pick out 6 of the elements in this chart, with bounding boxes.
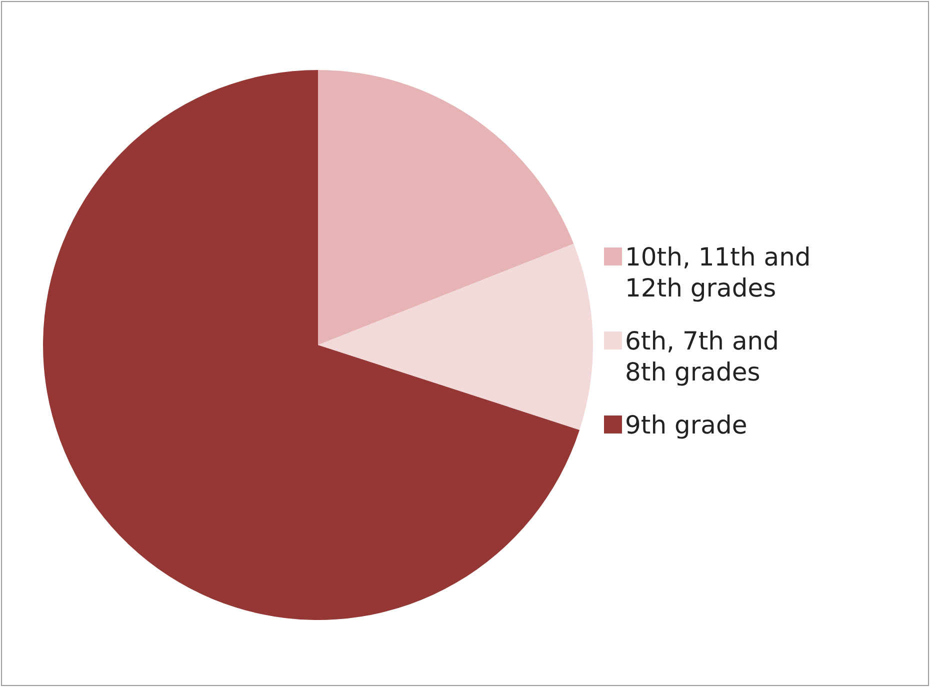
pie-slice [318, 70, 574, 345]
pie-slice [43, 70, 580, 620]
legend-label: 6th, 7th and 8th grades [625, 326, 779, 386]
pie-slice [318, 244, 593, 430]
legend-label: 9th grade [625, 410, 748, 440]
legend-label: 10th, 11th and 12th grades [625, 242, 811, 302]
